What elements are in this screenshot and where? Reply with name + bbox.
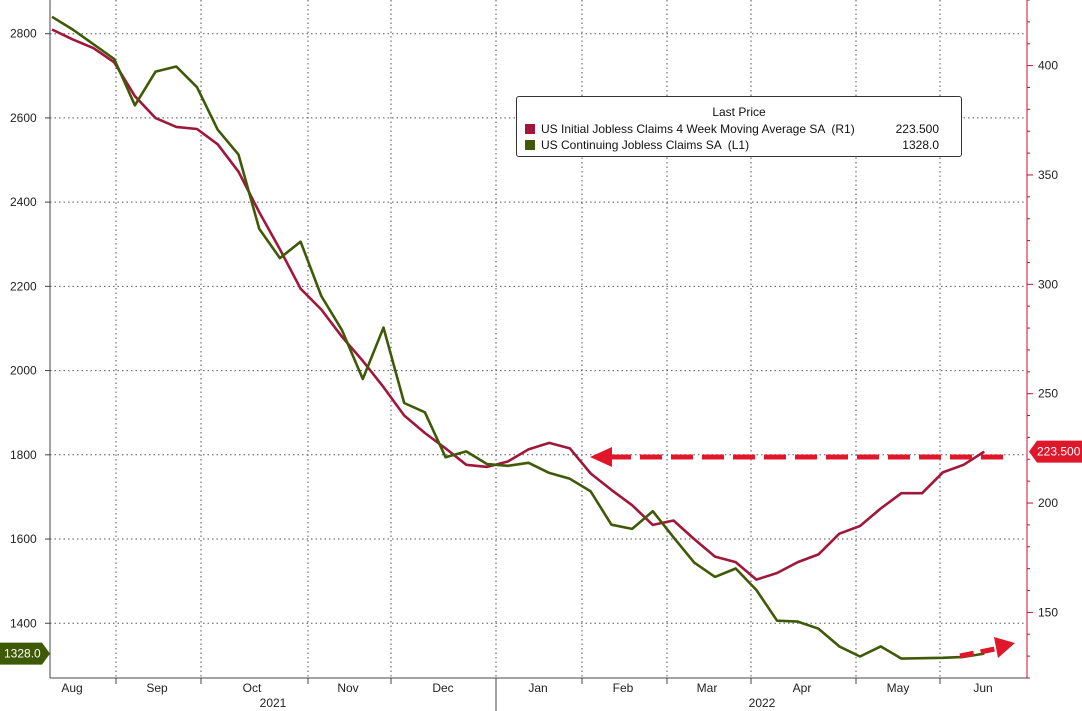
- small-arrow-head: [994, 637, 1015, 658]
- left-tick-label-1400: 1400: [10, 616, 37, 630]
- right-tick-label-250: 250: [1038, 387, 1058, 401]
- x-tick-label-jun: Jun: [973, 681, 992, 695]
- left-tick-label-1800: 1800: [10, 448, 37, 462]
- left-tick-label-2600: 2600: [10, 111, 37, 125]
- legend-value-initial-claims: 223.500: [895, 122, 939, 136]
- x-tick-label-may: May: [887, 681, 910, 695]
- x-tick-label-feb: Feb: [613, 681, 634, 695]
- x-tick-label-aug: Aug: [61, 681, 82, 695]
- legend-label-continuing-claims: US Continuing Jobless Claims SA (L1): [541, 138, 750, 152]
- right-tick-label-200: 200: [1038, 496, 1058, 510]
- x-tick-label-dec: Dec: [432, 681, 453, 695]
- x-tick-label-nov: Nov: [337, 681, 358, 695]
- annotation-arrows: [590, 447, 1015, 659]
- right-tick-label-350: 350: [1038, 168, 1058, 182]
- left-tick-label-2800: 2800: [10, 27, 37, 41]
- right-axis-ticks: 150 200 250 300 350 400: [1027, 0, 1058, 679]
- axes: [49, 0, 1028, 679]
- small-arrow-shaft: [959, 645, 1001, 659]
- last-value-labels: 223.500 1328.0: [0, 440, 1082, 665]
- legend: Last Price US Initial Jobless Claims 4 W…: [516, 96, 962, 157]
- horizontal-arrow-head: [590, 447, 612, 467]
- legend-swatch-initial-claims: [525, 124, 535, 134]
- x-tick-label-apr: Apr: [793, 681, 812, 695]
- legend-label-initial-claims: US Initial Jobless Claims 4 Week Moving …: [541, 122, 855, 136]
- legend-title: Last Price: [712, 105, 766, 119]
- x-tick-label-jan: Jan: [528, 681, 547, 695]
- continuing-claims-line: [51, 15, 985, 660]
- x-tick-label-mar: Mar: [697, 681, 718, 695]
- left-tick-label-2000: 2000: [10, 364, 37, 378]
- year-label-2021: 2021: [260, 696, 287, 710]
- year-label-2022: 2022: [749, 696, 776, 710]
- legend-entry-continuing-claims: US Continuing Jobless Claims SA (L1) 132…: [525, 138, 939, 153]
- x-tick-label-sep: Sep: [146, 681, 168, 695]
- left-tick-label-1600: 1600: [10, 532, 37, 546]
- x-axis-ticks: Aug Sep Oct Nov Dec Jan Feb Mar Apr May Jun 2021 202…: [61, 678, 993, 711]
- continuing-claims-last-value: 1328.0: [4, 647, 41, 661]
- initial-claims-line: [51, 28, 985, 581]
- left-tick-label-2400: 2400: [10, 195, 37, 209]
- initial-claims-last-tag: [1029, 440, 1082, 463]
- left-tick-label-2200: 2200: [10, 279, 37, 293]
- legend-value-continuing-claims: 1328.0: [902, 138, 939, 152]
- right-tick-label-300: 300: [1038, 277, 1058, 291]
- continuing-claims-last-tag: [0, 642, 50, 665]
- left-axis-ticks: 1400 1600 1800 2000 2200 2400 2600 2800: [10, 27, 50, 630]
- x-tick-label-oct: Oct: [243, 681, 262, 695]
- legend-swatch-continuing-claims: [525, 140, 535, 150]
- right-tick-label-400: 400: [1038, 59, 1058, 73]
- series-lines: [51, 15, 985, 660]
- initial-claims-last-value: 223.500: [1037, 445, 1081, 459]
- legend-entry-initial-claims: US Initial Jobless Claims 4 Week Moving …: [525, 122, 939, 137]
- right-tick-label-150: 150: [1038, 605, 1058, 619]
